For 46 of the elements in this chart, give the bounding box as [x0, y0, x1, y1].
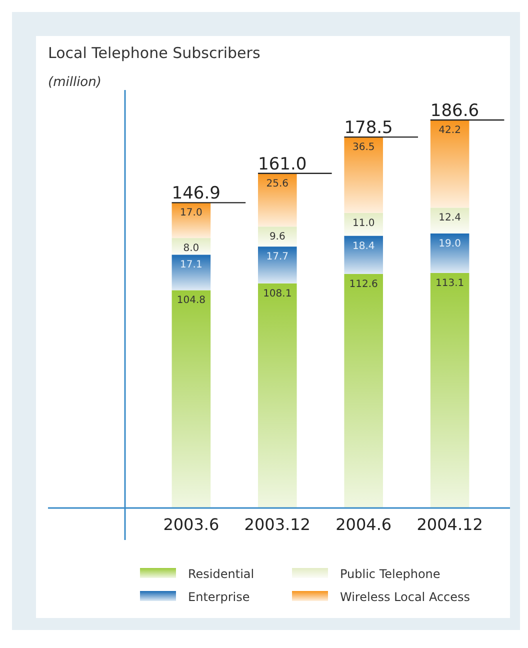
- total-label: 161.0: [258, 154, 307, 174]
- x-tick-label: 2004.12: [416, 515, 483, 534]
- legend-label: Public Telephone: [340, 567, 440, 581]
- bar: [172, 290, 211, 508]
- data-label: 25.6: [266, 178, 289, 190]
- data-label: 17.1: [180, 260, 202, 271]
- bar: [430, 272, 470, 508]
- x-tick-label: 2004.6: [336, 515, 392, 534]
- bar: [344, 274, 383, 508]
- bar: [172, 254, 211, 290]
- legend-label: Wireless Local Access: [340, 590, 470, 604]
- data-label: 36.5: [352, 142, 375, 154]
- data-label: 17.7: [266, 252, 289, 263]
- bar: [344, 236, 383, 274]
- bar: [430, 233, 470, 273]
- data-label: 108.1: [263, 288, 292, 300]
- bar: [344, 212, 383, 236]
- bar: [258, 283, 297, 508]
- bar: [258, 226, 297, 247]
- data-label: 8.0: [183, 243, 200, 254]
- bar: [430, 120, 470, 208]
- data-label: 18.4: [352, 240, 375, 252]
- data-label: 11.0: [352, 218, 375, 229]
- total-label: 186.6: [430, 101, 480, 121]
- legend-label: Enterprise: [188, 590, 250, 604]
- bar: [172, 202, 211, 238]
- legend-label: Residential: [188, 567, 254, 581]
- data-label: 12.4: [438, 212, 461, 224]
- bar: [344, 137, 383, 213]
- chart-title: Local Telephone Subscribers: [48, 44, 260, 62]
- data-label: 112.6: [349, 278, 378, 290]
- data-label: 9.6: [269, 232, 286, 243]
- data-label: 104.8: [176, 295, 206, 306]
- x-tick-label: 2003.6: [163, 515, 220, 534]
- data-label: 113.1: [435, 278, 464, 289]
- data-label: 42.2: [438, 125, 461, 136]
- data-label: 17.0: [180, 208, 202, 219]
- x-tick-label: 2003.12: [244, 515, 310, 534]
- bar: [172, 238, 211, 255]
- bar: [430, 208, 470, 234]
- y-axis-title: (million): [48, 75, 102, 90]
- total-label: 178.5: [344, 118, 393, 138]
- bar: [258, 173, 297, 227]
- data-label: 19.0: [438, 238, 461, 250]
- bar: [258, 246, 297, 284]
- total-label: 146.9: [172, 184, 220, 204]
